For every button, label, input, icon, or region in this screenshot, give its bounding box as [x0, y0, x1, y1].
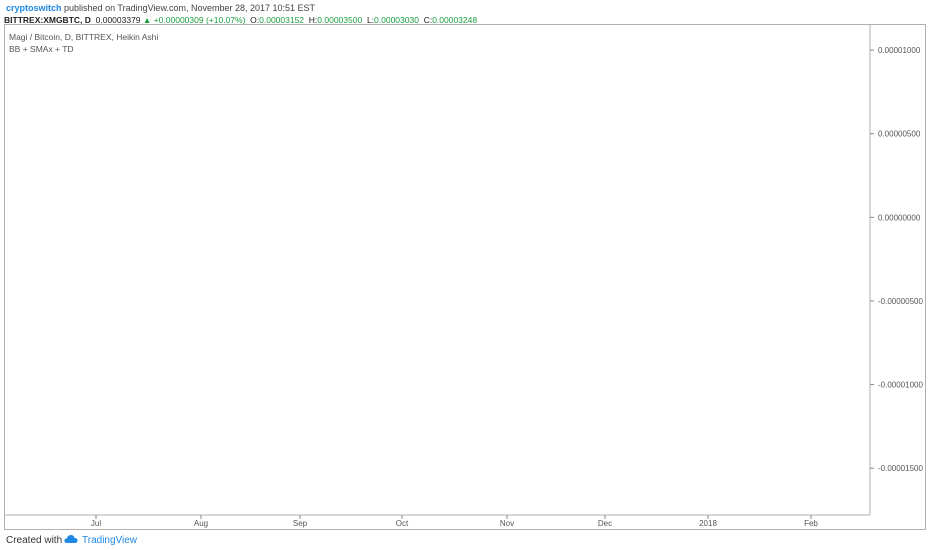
up-arrow-icon: ▲ — [142, 15, 152, 25]
indicator-list[interactable]: BB + SMAx + TD — [9, 44, 74, 54]
close-value: 0.00003248 — [432, 15, 478, 25]
last-price: 0.00003379 — [95, 15, 141, 25]
low-value: 0.00003030 — [374, 15, 419, 25]
time-tick-label: Sep — [293, 519, 308, 528]
price-tick-label: -0.00001500 — [878, 464, 923, 473]
time-tick-label: Feb — [804, 519, 818, 528]
high-label: H: — [308, 15, 318, 25]
price-tick-label: -0.00000500 — [878, 297, 923, 306]
price-change: +0.00000309 (+10.07%) — [153, 15, 246, 25]
time-tick-label: 2018 — [699, 519, 717, 528]
publication-line: cryptoswitch published on TradingView.co… — [6, 3, 315, 13]
published-text: published on TradingView.com, November 2… — [64, 3, 316, 13]
time-tick-label: Aug — [194, 519, 208, 528]
close-label: C: — [423, 15, 433, 25]
chart-header: cryptoswitch published on TradingView.co… — [0, 0, 932, 25]
time-tick-label: Oct — [396, 519, 409, 528]
series-title[interactable]: Magi / Bitcoin, D, BITTREX, Heikin Ashi — [9, 32, 159, 42]
price-tick-label: 0.00001000 — [878, 46, 921, 55]
tradingview-brand[interactable]: TradingView — [82, 535, 138, 546]
high-value: 0.00003500 — [317, 15, 363, 25]
price-tick-label: 0.00000000 — [878, 213, 921, 222]
price-tick-label: -0.00001000 — [878, 381, 923, 390]
open-value: 0.00003152 — [259, 15, 305, 25]
footer: Created with TradingView — [0, 530, 932, 550]
created-with-text: Created with — [6, 535, 63, 546]
ohlc-line: BITTREX:XMGBTC, D 0.00003379 ▲ +0.000003… — [4, 15, 477, 25]
chart-legend: Magi / Bitcoin, D, BITTREX, Heikin Ashi … — [9, 31, 158, 55]
tradingview-cloud-icon — [64, 535, 78, 543]
time-tick-label: Dec — [598, 519, 612, 528]
author-name[interactable]: cryptoswitch — [6, 3, 62, 13]
symbol-label[interactable]: BITTREX:XMGBTC, D — [4, 15, 91, 25]
price-tick-label: 0.00000500 — [878, 130, 921, 139]
time-tick-label: Nov — [500, 519, 514, 528]
chart-frame — [4, 24, 926, 530]
time-tick-label: Jul — [91, 519, 101, 528]
time-axis: Jul Aug Sep Oct Nov Dec 2018 Feb — [5, 514, 870, 528]
open-label: O: — [250, 15, 260, 25]
price-axis: 0.000110000.000105000.000100000.00009500… — [869, 25, 923, 515]
low-label: L: — [366, 15, 375, 25]
